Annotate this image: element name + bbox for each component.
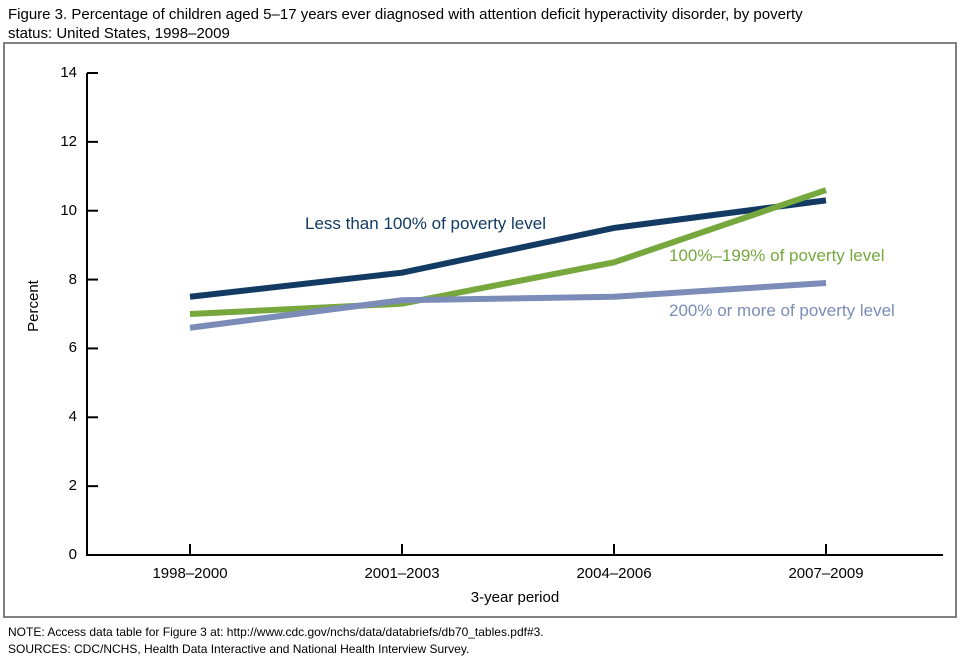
chart-area: Percent 3-year period 0 2 4 6 8 10 12 14 1998–2… bbox=[3, 42, 957, 618]
x-tick-label: 1998–2000 bbox=[152, 565, 228, 582]
figure-title-line1: Figure 3. Percentage of children aged 5–… bbox=[8, 6, 803, 23]
y-tick-label: 12 bbox=[60, 132, 77, 150]
x-tick-label: 2004–2006 bbox=[576, 565, 652, 582]
y-tick-label: 10 bbox=[60, 201, 77, 219]
series-label-less-than-100pct: Less than 100% of poverty level bbox=[305, 214, 546, 233]
y-tick-label: 14 bbox=[60, 64, 77, 81]
series-label-100-199pct: 100%–199% of poverty level bbox=[669, 246, 885, 265]
x-tick-label: 2001–2003 bbox=[364, 565, 440, 582]
sources-text: SOURCES: CDC/NCHS, Health Data Interacti… bbox=[8, 642, 470, 656]
y-axis-title: Percent bbox=[25, 280, 42, 332]
series-line-2 bbox=[189, 280, 827, 331]
y-tick-label: 2 bbox=[68, 477, 77, 495]
x-axis-title: 3-year period bbox=[470, 589, 560, 606]
figure-title-line2: status: United States, 1998–2009 bbox=[8, 25, 230, 42]
y-tick-label: 6 bbox=[68, 339, 77, 357]
y-tick-label: 0 bbox=[68, 546, 77, 563]
figure-title: Figure 3. Percentage of children aged 5–… bbox=[8, 5, 952, 43]
y-tick-label: 4 bbox=[68, 408, 77, 426]
series-line-1 bbox=[189, 187, 827, 317]
series-label-200pct-or-more: 200% or more of poverty level bbox=[669, 301, 895, 320]
plot-canvas bbox=[86, 72, 943, 556]
y-tick-label: 8 bbox=[68, 270, 77, 288]
series-line-0 bbox=[189, 197, 827, 300]
footnotes: NOTE: Access data table for Figure 3 at:… bbox=[8, 624, 952, 658]
x-tick-label: 2007–2009 bbox=[788, 565, 864, 582]
note-text: NOTE: Access data table for Figure 3 at:… bbox=[8, 625, 544, 639]
